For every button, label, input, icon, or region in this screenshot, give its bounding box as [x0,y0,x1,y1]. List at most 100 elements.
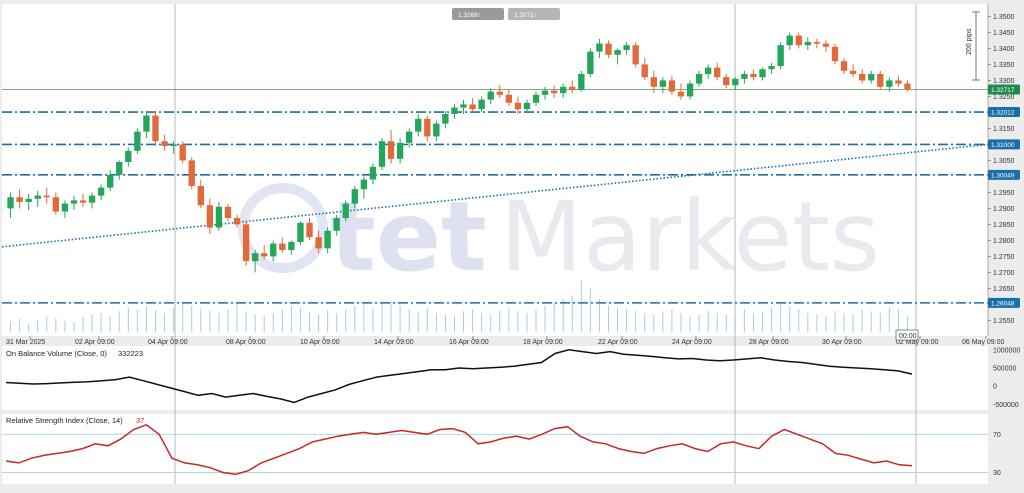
price-tick-label: 1.2950 [993,190,1015,197]
volume-bar [372,307,374,332]
candle-body [487,91,494,100]
volume-bar [399,306,401,332]
volume-bar [752,312,754,332]
volume-bar [118,311,120,332]
obv-axis: 1000000 500000 0 -500000 [993,347,1020,409]
candle-body [605,43,612,55]
price-tick-label: 1.2700 [993,270,1015,277]
candle-body [795,35,802,46]
price-tick-label: 1.3450 [993,30,1015,37]
volume-bar [164,312,166,332]
candle-body [741,74,748,79]
candle-body [442,114,449,124]
candlesticks [7,32,911,273]
volume-bar [698,314,700,332]
volume-bar [798,309,800,332]
volume-bar [263,316,265,332]
rsi-line [5,423,913,476]
volume-bar [689,316,691,332]
candle-body [877,74,884,87]
price-panel[interactable] [2,4,988,336]
ask-quote-box[interactable] [508,8,560,20]
candle-body [107,174,114,188]
candle-body [7,197,14,209]
obv-panel[interactable] [2,346,988,410]
volume-bar [517,311,519,332]
trendline[interactable] [1,143,989,248]
candle-body [387,141,395,159]
price-badge-label: 1.30049 [991,172,1015,179]
volume-bar [281,309,283,332]
price-badge-label: 1.31000 [991,142,1015,149]
volume-bar [535,309,537,332]
candle-body [433,123,440,137]
candle-body [134,131,141,151]
candle-body [116,162,123,175]
candle-body [79,200,87,203]
rsi-axis: 70 30 [993,432,1001,477]
time-tick-label: 02 May 09:00 [896,339,939,346]
volume-bar [598,299,600,332]
candle-body [152,115,159,142]
candle-body [596,43,603,52]
price-axis[interactable]: 1.3500 1.3450 1.3400 1.3350 1.3300 1.3250 1.31… [987,4,1015,336]
volume-bar [91,314,93,332]
candle-body [750,74,757,78]
price-tick-label: 1.2750 [993,254,1015,261]
volume-bar [499,310,501,332]
volume-bar [771,307,773,332]
volume-bar [318,314,320,332]
volume-bar [662,311,664,332]
volume-bar [154,310,156,332]
volume-bar [906,316,908,332]
time-tick-label: 14 Apr 09:00 [374,339,414,346]
volume-bar [807,312,809,332]
volume-bar [435,312,437,332]
candle-body [904,83,911,90]
candle-body [668,80,676,92]
volume-bar [707,311,709,332]
candle-body [650,77,657,87]
volume-bar [381,302,383,332]
candle-body [732,78,739,86]
candle-body [695,74,703,84]
price-tick-label: 1.2850 [993,222,1015,229]
candle-body [569,86,576,90]
volume-bar [816,314,818,332]
candle-body [70,200,78,204]
watermark-text-b: Markets [500,181,880,293]
candle-body [424,118,431,137]
candle-body [831,46,839,62]
price-badge [988,107,1020,118]
candle-body [161,141,168,146]
candle-body [378,141,386,167]
candle-body [659,80,667,87]
volume-bar [607,306,609,332]
price-badge-label: 1.32717 [991,87,1015,94]
volume-bar [19,319,21,332]
volume-bar [390,300,392,332]
candle-body [324,230,331,249]
time-axis[interactable]: 31 Mar 2025 02 Apr 09:00 04 Apr 09:00 08 Ap… [6,336,1005,346]
rsi-panel[interactable] [2,414,988,484]
bid-quote-box[interactable] [452,8,504,20]
volume-bar [653,314,655,332]
price-badge [988,169,1020,180]
time-tick-label: 02 Apr 09:00 [75,339,115,346]
volume-bar [472,309,474,332]
price-tick-label: 1.3250 [993,94,1015,101]
ask-quote-label: 1.3271↑ [514,12,537,19]
candle-body [270,243,277,257]
volume-bar [55,318,57,332]
time-tick-label: 28 Apr 09:00 [749,339,789,346]
candle-body [886,80,893,87]
volume-bar [626,309,628,332]
candle-body [641,64,648,78]
volume-bar [879,312,881,332]
price-tick-label: 1.3500 [993,14,1015,21]
price-tick-label: 1.3050 [993,158,1015,165]
volume-bar [580,280,582,332]
candle-body [723,77,730,86]
